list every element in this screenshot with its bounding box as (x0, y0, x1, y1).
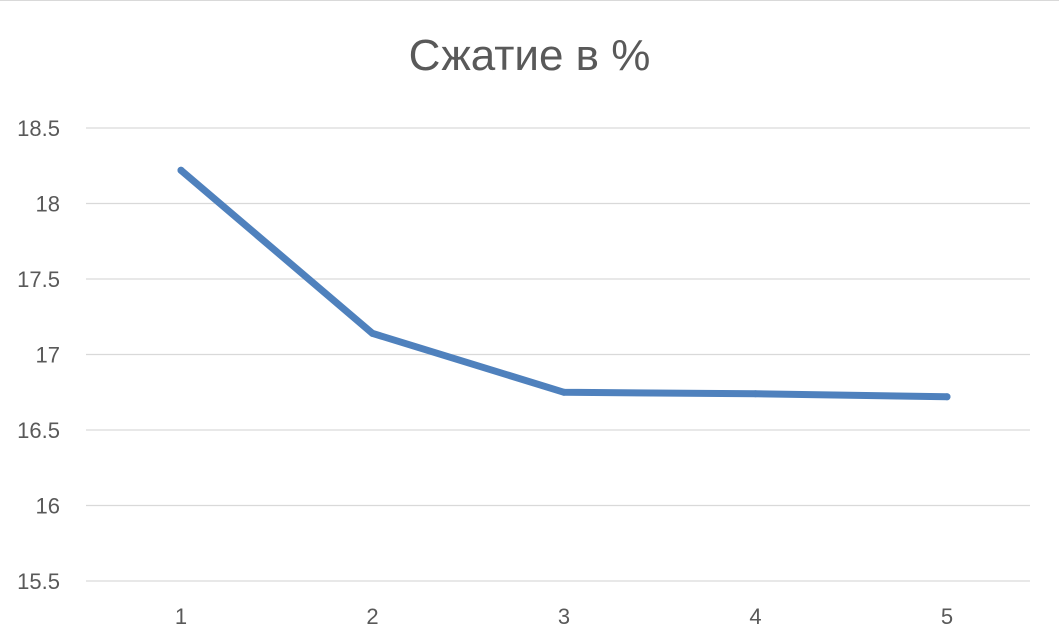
y-tick-label: 15.5 (17, 569, 60, 594)
y-tick-label: 17.5 (17, 267, 60, 292)
data-point (560, 388, 568, 396)
x-tick-label: 3 (558, 604, 570, 629)
y-tick-label: 16 (36, 494, 60, 519)
x-tick-label: 4 (749, 604, 761, 629)
y-tick-label: 18.5 (17, 116, 60, 141)
chart-title: Сжатие в % (408, 31, 651, 80)
x-tick-label: 2 (366, 604, 378, 629)
data-point (177, 166, 185, 174)
data-point (943, 393, 951, 401)
y-tick-label: 17 (36, 343, 60, 368)
series-line-0 (177, 166, 951, 401)
data-point (752, 390, 759, 398)
x-tick-label: 1 (175, 604, 187, 629)
data-point (369, 329, 376, 337)
x-tick-label: 5 (941, 604, 953, 629)
y-tick-label: 18 (36, 192, 60, 217)
y-tick-label: 16.5 (17, 418, 60, 443)
